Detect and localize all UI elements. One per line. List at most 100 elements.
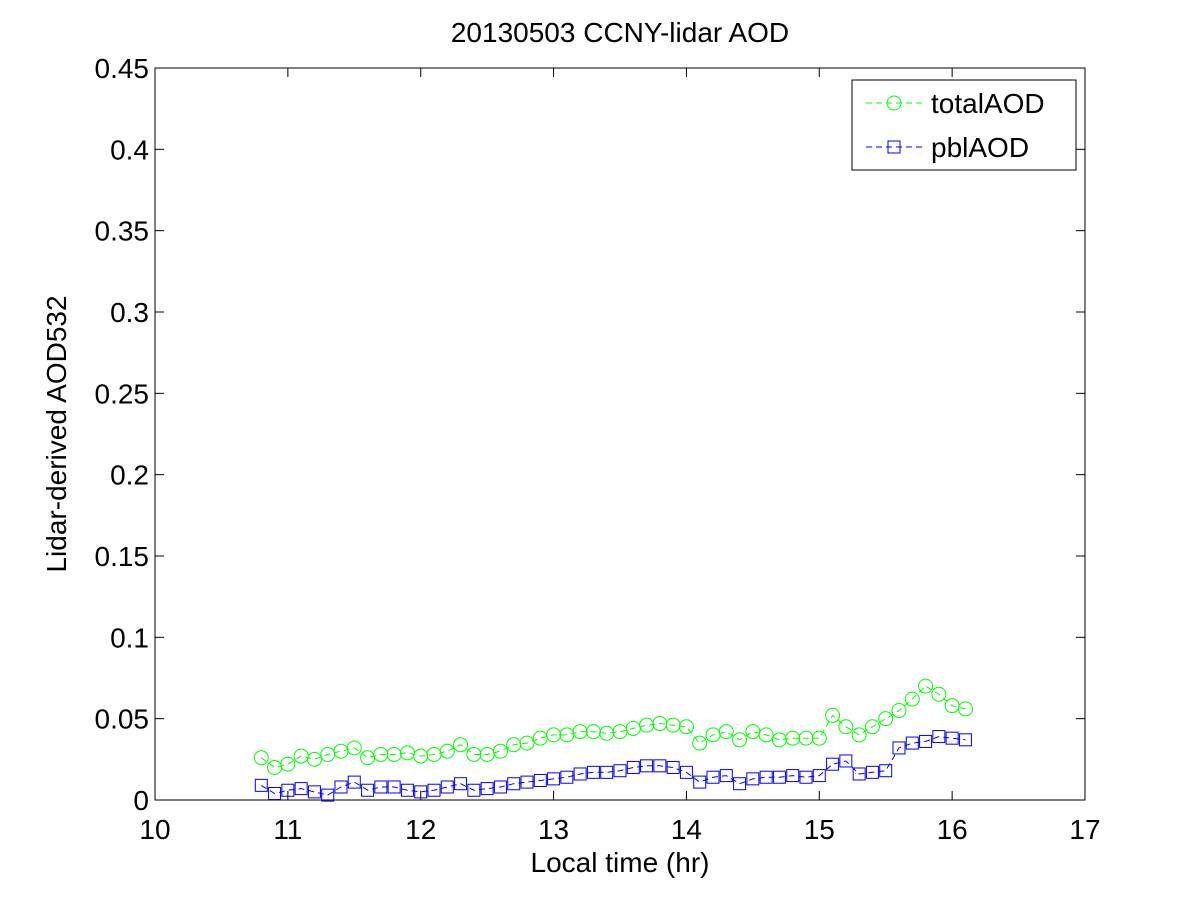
legend-marker bbox=[887, 140, 901, 154]
y-tick-label: 0.35 bbox=[95, 216, 150, 247]
y-tick-label: 0.45 bbox=[95, 53, 150, 84]
data-point-totalAOD bbox=[373, 746, 389, 762]
data-point-totalAOD bbox=[599, 725, 615, 741]
data-point-totalAOD bbox=[904, 691, 920, 707]
data-point-pblAOD bbox=[573, 767, 587, 781]
data-point-totalAOD bbox=[678, 719, 694, 735]
data-point-totalAOD bbox=[546, 727, 562, 743]
y-tick-label: 0.25 bbox=[95, 378, 150, 409]
data-point-pblAOD bbox=[414, 785, 428, 799]
x-tick-label: 16 bbox=[937, 814, 968, 845]
data-point-totalAOD bbox=[718, 724, 734, 740]
data-point-totalAOD bbox=[346, 740, 362, 756]
series-totalAOD bbox=[253, 678, 973, 775]
legend-item-totalAOD: totalAOD bbox=[866, 88, 1045, 119]
data-point-pblAOD bbox=[281, 783, 295, 797]
data-point-pblAOD bbox=[666, 760, 680, 774]
data-point-pblAOD bbox=[440, 780, 454, 794]
data-point-pblAOD bbox=[560, 770, 574, 784]
data-point-totalAOD bbox=[492, 743, 508, 759]
y-tick-label: 0.3 bbox=[110, 297, 149, 328]
data-point-pblAOD bbox=[427, 783, 441, 797]
data-point-pblAOD bbox=[852, 767, 866, 781]
data-point-totalAOD bbox=[652, 716, 668, 732]
data-point-pblAOD bbox=[600, 765, 614, 779]
data-point-pblAOD bbox=[865, 765, 879, 779]
data-point-totalAOD bbox=[758, 727, 774, 743]
legend-label: pblAOD bbox=[931, 132, 1029, 163]
data-point-pblAOD bbox=[892, 741, 906, 755]
data-point-pblAOD bbox=[640, 759, 654, 773]
legend-marker bbox=[886, 95, 902, 111]
legend-box bbox=[851, 79, 1077, 171]
legend-item-pblAOD: pblAOD bbox=[866, 132, 1029, 163]
x-tick-label: 14 bbox=[671, 814, 702, 845]
data-point-totalAOD bbox=[891, 703, 907, 719]
series-line-pblAOD bbox=[261, 736, 966, 796]
data-point-pblAOD bbox=[719, 769, 733, 783]
y-tick-label: 0.2 bbox=[110, 460, 149, 491]
data-point-totalAOD bbox=[864, 719, 880, 735]
data-point-pblAOD bbox=[759, 770, 773, 784]
data-point-pblAOD bbox=[613, 764, 627, 778]
data-point-pblAOD bbox=[679, 765, 693, 779]
data-point-pblAOD bbox=[746, 772, 760, 786]
data-point-pblAOD bbox=[254, 778, 268, 792]
data-point-pblAOD bbox=[321, 788, 335, 802]
data-point-pblAOD bbox=[507, 777, 521, 791]
data-point-totalAOD bbox=[957, 701, 973, 717]
data-point-pblAOD bbox=[454, 777, 468, 791]
data-point-totalAOD bbox=[253, 750, 269, 766]
data-point-pblAOD bbox=[772, 770, 786, 784]
data-point-pblAOD bbox=[374, 780, 388, 794]
data-point-totalAOD bbox=[918, 678, 934, 694]
series-layer bbox=[253, 678, 973, 802]
data-point-totalAOD bbox=[453, 737, 469, 753]
data-point-pblAOD bbox=[786, 769, 800, 783]
x-tick-label: 15 bbox=[804, 814, 835, 845]
data-point-pblAOD bbox=[905, 736, 919, 750]
data-point-pblAOD bbox=[879, 764, 893, 778]
x-axis-title: Local time (hr) bbox=[531, 847, 710, 878]
data-point-totalAOD bbox=[306, 751, 322, 767]
data-point-pblAOD bbox=[400, 783, 414, 797]
data-point-pblAOD bbox=[547, 772, 561, 786]
data-point-pblAOD bbox=[347, 775, 361, 789]
data-point-totalAOD bbox=[519, 735, 535, 751]
data-point-pblAOD bbox=[958, 733, 972, 747]
data-point-totalAOD bbox=[851, 727, 867, 743]
data-point-totalAOD bbox=[665, 717, 681, 733]
plot-frame bbox=[154, 67, 1086, 801]
data-point-pblAOD bbox=[268, 786, 282, 800]
data-point-pblAOD bbox=[334, 780, 348, 794]
x-tick-label: 17 bbox=[1069, 814, 1100, 845]
data-point-pblAOD bbox=[533, 773, 547, 787]
data-point-totalAOD bbox=[572, 724, 588, 740]
data-point-totalAOD bbox=[771, 732, 787, 748]
data-point-pblAOD bbox=[839, 754, 853, 768]
y-tick-label: 0.05 bbox=[95, 704, 150, 735]
y-tick-label: 0 bbox=[133, 785, 149, 816]
data-point-pblAOD bbox=[626, 760, 640, 774]
data-point-pblAOD bbox=[919, 734, 933, 748]
data-point-pblAOD bbox=[826, 757, 840, 771]
y-tick-label: 0.1 bbox=[110, 622, 149, 653]
legend: totalAOD pblAOD bbox=[851, 79, 1077, 171]
series-pblAOD bbox=[254, 730, 972, 802]
data-point-pblAOD bbox=[706, 770, 720, 784]
data-point-pblAOD bbox=[520, 775, 534, 789]
x-tick-label: 11 bbox=[273, 814, 302, 845]
data-point-totalAOD bbox=[878, 711, 894, 727]
data-point-pblAOD bbox=[733, 777, 747, 791]
data-point-totalAOD bbox=[466, 746, 482, 762]
x-axis: 10 11 12 13 14 15 16 17 bbox=[139, 68, 1101, 845]
data-point-pblAOD bbox=[653, 759, 667, 773]
data-point-totalAOD bbox=[798, 730, 814, 746]
data-point-pblAOD bbox=[812, 769, 826, 783]
data-point-pblAOD bbox=[493, 780, 507, 794]
data-point-pblAOD bbox=[799, 770, 813, 784]
data-point-totalAOD bbox=[639, 717, 655, 733]
y-axis: 0 0.05 0.1 0.15 0.2 0.25 0.3 0.35 0.4 0.45 bbox=[95, 53, 1085, 816]
data-point-pblAOD bbox=[361, 783, 375, 797]
